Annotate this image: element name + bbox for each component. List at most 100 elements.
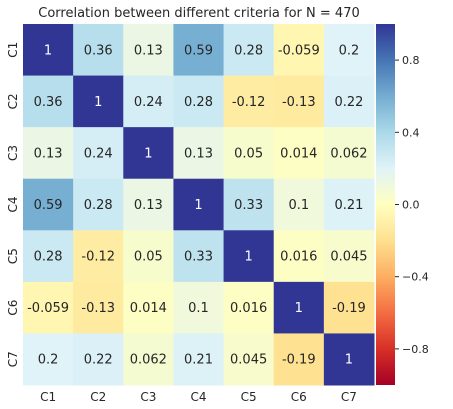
heatmap-cell: [23, 127, 74, 180]
heatmap-cell: [273, 333, 325, 386]
cell-value-label: 0.016: [280, 250, 317, 265]
cell-value-label: 0.13: [34, 146, 63, 161]
heatmap-cell: [73, 75, 124, 128]
heatmap-cell: [23, 24, 74, 77]
cell-value-label: 0.36: [84, 43, 113, 58]
cell-value-label: 0.33: [234, 198, 263, 213]
cell-value-label: -0.12: [232, 95, 266, 110]
heatmap-cell: [173, 24, 225, 77]
colorbar-tick-label: 0.4: [402, 126, 420, 139]
cell-value-label: 0.1: [288, 198, 309, 213]
cell-value-label: 0.045: [330, 250, 367, 265]
cell-value-label: 0.28: [234, 43, 263, 58]
heatmap-cell: [323, 75, 375, 128]
cell-value-label: 0.28: [84, 198, 113, 213]
y-tick-label: C2: [6, 93, 20, 109]
heatmap-cell: [123, 333, 174, 386]
cell-value-label: 0.21: [334, 198, 363, 213]
cell-value-label: 0.33: [184, 250, 213, 265]
heatmap-cell: [123, 281, 174, 334]
heatmap-cell: [123, 24, 174, 77]
heatmap-cell: [173, 75, 225, 128]
heatmap-cell: [223, 333, 275, 386]
cell-value-label: 0.014: [280, 146, 317, 161]
heatmap-cell: [223, 127, 275, 180]
heatmap-cell: [73, 24, 124, 77]
heatmap-cell: [273, 281, 325, 334]
x-tick-label: C4: [190, 390, 206, 404]
cell-value-label: 0.014: [130, 301, 167, 316]
heatmap-cell: [123, 75, 174, 128]
cell-value-label: 1: [295, 301, 303, 316]
cell-value-label: -0.19: [282, 353, 316, 368]
cell-value-label: -0.12: [81, 250, 115, 265]
heatmap-cell: [173, 281, 225, 334]
y-tick-label: C6: [6, 300, 20, 316]
heatmap-cells: 1 0.36 0.13 0.59 0.28 -0.059 0.20.36 1 0.24 0.28-…: [23, 24, 375, 386]
cell-value-label: 0.22: [334, 95, 363, 110]
cell-value-label: 0.22: [84, 353, 113, 368]
cell-value-label: 0.05: [234, 146, 263, 161]
cell-value-label: -0.13: [282, 95, 316, 110]
y-tick-label: C4: [6, 196, 20, 212]
y-tick-label: C3: [6, 145, 20, 161]
cell-value-label: 0.21: [184, 353, 213, 368]
cell-value-label: 1: [94, 95, 102, 110]
cell-value-label: 1: [194, 198, 202, 213]
x-tick-label: C1: [40, 390, 56, 404]
heatmap-cell: [323, 333, 375, 386]
cell-value-label: 0.28: [184, 95, 213, 110]
cell-value-label: 0.05: [134, 250, 163, 265]
y-axis-tick-labels: C1 C2 C3 C4 C5 C6 C7: [6, 42, 20, 367]
cell-value-label: -0.059: [27, 301, 69, 316]
heatmap-cell: [73, 230, 124, 283]
cell-value-label: 0.1: [188, 301, 209, 316]
heatmap-cell: [73, 127, 124, 180]
colorbar-tick-label: 0.0: [402, 199, 420, 212]
heatmap-cell: [123, 127, 174, 180]
cell-value-label: 0.24: [134, 95, 163, 110]
heatmap-cell: [273, 178, 325, 231]
cell-value-label: 0.28: [34, 250, 63, 265]
heatmap-cell: [273, 127, 325, 180]
cell-value-label: 0.062: [130, 353, 167, 368]
x-tick-label: C7: [341, 390, 357, 404]
colorbar-tick-label: 0.8: [402, 54, 420, 67]
heatmap-cell: [173, 230, 225, 283]
cell-value-label: 0.13: [184, 146, 213, 161]
heatmap-cell: [223, 178, 275, 231]
colorbar: [376, 24, 395, 385]
cell-value-label: 0.2: [38, 353, 59, 368]
x-axis-tick-labels: C1 C2 C3 C4 C5 C6 C7: [40, 390, 357, 404]
cell-value-label: 0.24: [84, 146, 113, 161]
colorbar-tick-label: −0.4: [402, 271, 429, 284]
cell-value-label: -0.19: [332, 301, 366, 316]
heatmap-cell: [73, 178, 124, 231]
x-tick-label: C5: [241, 390, 257, 404]
heatmap-cell: [73, 281, 124, 334]
chart-title: Correlation between different criteria f…: [38, 6, 359, 21]
cell-value-label: 0.062: [330, 146, 367, 161]
heatmap-cell: [173, 127, 225, 180]
cell-value-label: -0.13: [81, 301, 115, 316]
cell-value-label: 0.13: [134, 198, 163, 213]
y-tick-label: C7: [6, 351, 20, 367]
x-tick-label: C3: [140, 390, 156, 404]
colorbar-ticks: 0.8 0.4 0.0 −0.4 −0.8: [395, 54, 429, 356]
heatmap-cell: [23, 178, 74, 231]
cell-value-label: 1: [345, 353, 353, 368]
heatmap-cell: [73, 333, 124, 386]
cell-value-label: -0.059: [278, 43, 320, 58]
heatmap-cell: [123, 178, 174, 231]
y-tick-label: C5: [6, 248, 20, 264]
cell-value-label: 1: [144, 146, 152, 161]
heatmap-cell: [173, 178, 225, 231]
cell-value-label: 0.59: [34, 198, 63, 213]
heatmap-cell: [273, 230, 325, 283]
heatmap-cell: [23, 281, 74, 334]
heatmap-cell: [273, 24, 325, 77]
cell-value-label: 1: [44, 43, 52, 58]
colorbar-tick-label: −0.8: [402, 343, 429, 356]
heatmap-cell: [323, 127, 375, 180]
